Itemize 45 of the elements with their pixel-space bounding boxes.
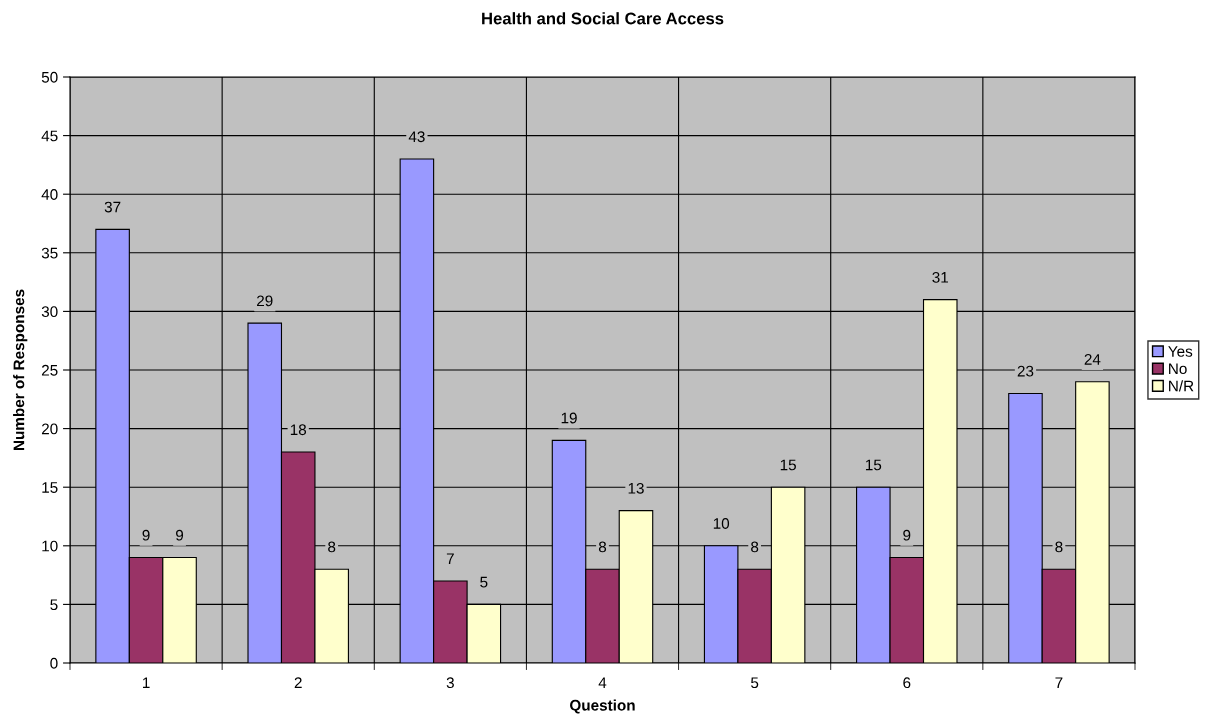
x-tick-label: 6 bbox=[903, 677, 911, 689]
x-tick-label: 3 bbox=[446, 677, 454, 689]
y-tick-label: 15 bbox=[42, 482, 58, 493]
data-label: 13 bbox=[628, 482, 644, 494]
legend-label: N/R bbox=[1169, 380, 1194, 392]
data-label: 9 bbox=[142, 529, 150, 541]
data-label: 43 bbox=[408, 131, 425, 143]
data-label: 10 bbox=[713, 518, 730, 529]
data-label: 5 bbox=[480, 576, 488, 588]
data-label: 8 bbox=[751, 541, 759, 553]
data-label: 37 bbox=[104, 201, 121, 213]
y-axis-title: Number of Responses bbox=[13, 289, 28, 451]
data-label: 7 bbox=[446, 553, 454, 564]
data-label: 19 bbox=[561, 412, 577, 424]
y-tick-label: 10 bbox=[42, 540, 58, 552]
x-tick-label: 4 bbox=[598, 677, 607, 688]
x-axis-title: Question bbox=[570, 699, 635, 714]
y-tick-label: 30 bbox=[41, 306, 58, 318]
y-tick-label: 45 bbox=[41, 130, 58, 142]
data-label: 8 bbox=[598, 541, 607, 553]
y-tick-label: 35 bbox=[41, 247, 58, 259]
legend-label: Yes bbox=[1168, 346, 1193, 357]
x-tick-label: 5 bbox=[751, 677, 759, 689]
y-tick-label: 50 bbox=[41, 71, 58, 83]
data-label: 23 bbox=[1017, 365, 1034, 377]
data-label: 8 bbox=[1055, 541, 1063, 553]
legend-label: No bbox=[1169, 363, 1187, 375]
data-label: 18 bbox=[290, 424, 307, 436]
data-label: 29 bbox=[257, 295, 273, 307]
data-label: 8 bbox=[328, 541, 336, 553]
x-tick-label: 7 bbox=[1055, 677, 1063, 688]
y-tick-label: 0 bbox=[50, 657, 58, 669]
data-label: 9 bbox=[176, 529, 184, 541]
data-label: 31 bbox=[932, 271, 949, 283]
y-tick-label: 5 bbox=[50, 599, 58, 611]
data-label: 9 bbox=[903, 529, 911, 541]
y-tick-label: 20 bbox=[41, 423, 58, 435]
chart-title: Health and Social Care Access bbox=[482, 12, 724, 25]
data-label: 15 bbox=[865, 459, 882, 471]
x-tick-label: 2 bbox=[294, 677, 302, 688]
y-tick-label: 40 bbox=[41, 189, 58, 200]
x-tick-label: 1 bbox=[142, 677, 150, 688]
data-label: 24 bbox=[1084, 353, 1101, 365]
data-label: 15 bbox=[780, 459, 796, 471]
y-tick-label: 25 bbox=[41, 364, 58, 376]
